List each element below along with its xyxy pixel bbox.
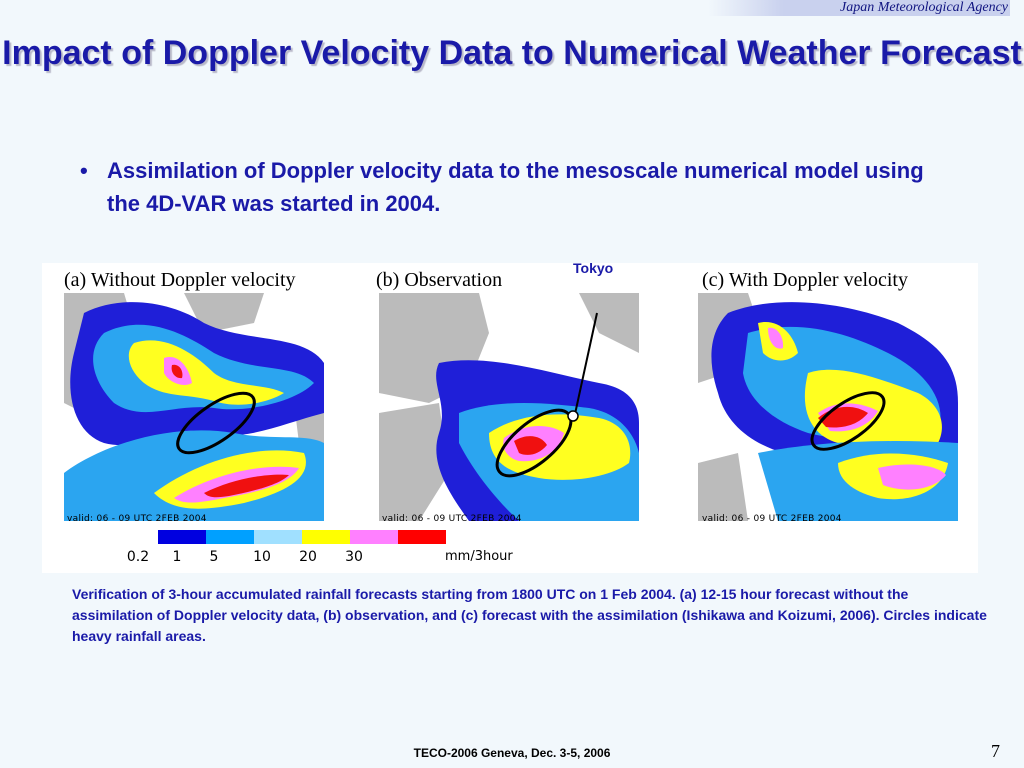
rain-red: [171, 364, 183, 379]
legend-tick: 1: [172, 549, 182, 565]
tokyo-marker: [567, 410, 579, 422]
legend-swatch: [350, 530, 398, 544]
panel-a-valid: valid: 06 - 09 UTC 2FEB 2004: [67, 514, 207, 524]
legend-swatch: [158, 530, 206, 544]
rainfall-figure: (a) Without Doppler velocity (b) Observa…: [42, 263, 978, 573]
bullet-item: • Assimilation of Doppler velocity data …: [80, 154, 950, 220]
bullet-text: Assimilation of Doppler velocity data to…: [107, 158, 924, 216]
tokyo-label: Tokyo: [573, 260, 614, 276]
rain-yellow: [128, 340, 284, 405]
panel-b-valid: valid: 06 - 09 UTC 2FEB 2004: [382, 514, 522, 524]
panel-c-label: (c) With Doppler velocity: [702, 269, 908, 291]
legend-tick: 0.2: [126, 549, 150, 565]
panel-b-label: (b) Observation: [376, 269, 503, 291]
panel-c-valid: valid: 06 - 09 UTC 2FEB 2004: [702, 514, 842, 524]
land-gray: [579, 293, 639, 353]
rain-red-south: [204, 474, 289, 498]
legend-unit: mm/3hour: [445, 549, 513, 564]
color-legend: [158, 530, 446, 544]
land-gray: [698, 453, 748, 521]
legend-tick: 5: [209, 549, 219, 565]
legend-tick: 10: [253, 549, 271, 565]
legend-tick: 30: [345, 549, 363, 565]
panel-a-map: [64, 293, 324, 521]
panel-a-label: (a) Without Doppler velocity: [64, 269, 296, 291]
land-gray: [379, 403, 449, 521]
rain-pink-south: [878, 464, 946, 490]
figure-caption: Verification of 3-hour accumulated rainf…: [72, 586, 987, 644]
legend-swatch: [398, 530, 446, 544]
heavy-rain-circle: [810, 391, 886, 451]
legend-swatch: [254, 530, 302, 544]
bullet-marker: •: [80, 158, 88, 183]
page-number: 7: [991, 741, 1000, 761]
slide-title: Impact of Doppler Velocity Data to Numer…: [2, 34, 1022, 72]
legend-swatch: [302, 530, 350, 544]
rain-pink: [768, 327, 784, 349]
panel-b-map: [379, 293, 639, 521]
footer-text: TECO-2006 Geneva, Dec. 3-5, 2006: [413, 746, 611, 760]
rain-red: [514, 436, 547, 455]
tokyo-pointer-line: [574, 312, 598, 415]
legend-swatch: [206, 530, 254, 544]
heavy-rain-circle: [176, 391, 256, 455]
agency-banner: Japan Meteorological Agency: [708, 0, 1010, 16]
legend-tick: 20: [299, 549, 317, 565]
panel-c-map: [698, 293, 958, 521]
